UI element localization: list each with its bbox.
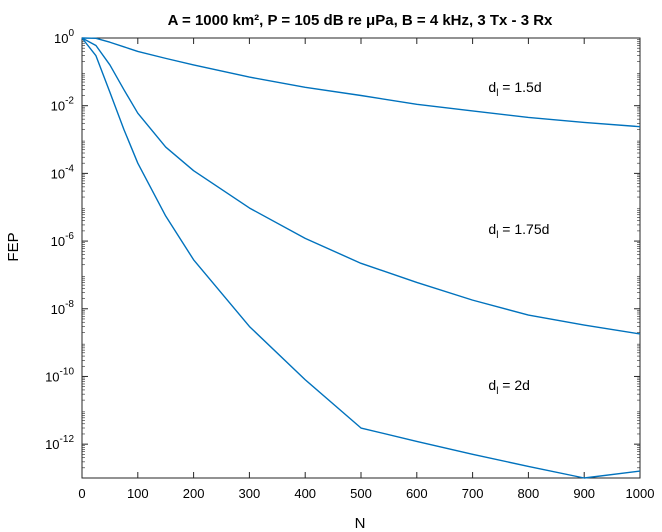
x-tick-label: 900 (573, 486, 595, 501)
y-tick-label: 10-6 (51, 231, 75, 249)
x-tick-label: 800 (518, 486, 540, 501)
curve-label-1: dl = 1.5d (488, 79, 541, 99)
x-tick-label: 400 (294, 486, 316, 501)
x-tick-label: 1000 (626, 486, 655, 501)
y-tick-label: 100 (54, 28, 74, 46)
y-axis-label: FEP (5, 232, 22, 261)
series-line-1 (81, 37, 641, 128)
y-tick-label: 10-4 (51, 163, 75, 181)
curve-label-3: dl = 2d (488, 377, 530, 397)
series-line-2 (81, 37, 641, 335)
y-tick-label: 10-8 (51, 299, 75, 317)
x-tick-label: 300 (239, 486, 261, 501)
x-tick-label: 700 (462, 486, 484, 501)
x-tick-label: 500 (350, 486, 372, 501)
x-tick-label: 200 (183, 486, 205, 501)
chart-title: A = 1000 km², P = 105 dB re μPa, B = 4 k… (168, 12, 553, 29)
axis-ticks: 0 100 200 300 400 500 600 700 800 900 1000 100 10-2 1… (45, 28, 654, 501)
curve-annotations: dl = 1.5d dl = 1.75d dl = 2d (488, 79, 549, 397)
x-tick-label: 0 (78, 486, 85, 501)
x-tick-label: 100 (127, 486, 149, 501)
curve-label-2: dl = 1.75d (488, 221, 549, 241)
series-line-3 (81, 37, 641, 479)
y-tick-label: 10-2 (51, 96, 75, 114)
plot-area (81, 37, 641, 479)
y-tick-label: 10-10 (45, 366, 74, 384)
x-tick-label: 600 (406, 486, 428, 501)
series-lines (81, 37, 641, 479)
plot-frame (81, 37, 641, 479)
x-axis-label: N (355, 515, 366, 532)
y-tick-label: 10-12 (45, 434, 74, 452)
